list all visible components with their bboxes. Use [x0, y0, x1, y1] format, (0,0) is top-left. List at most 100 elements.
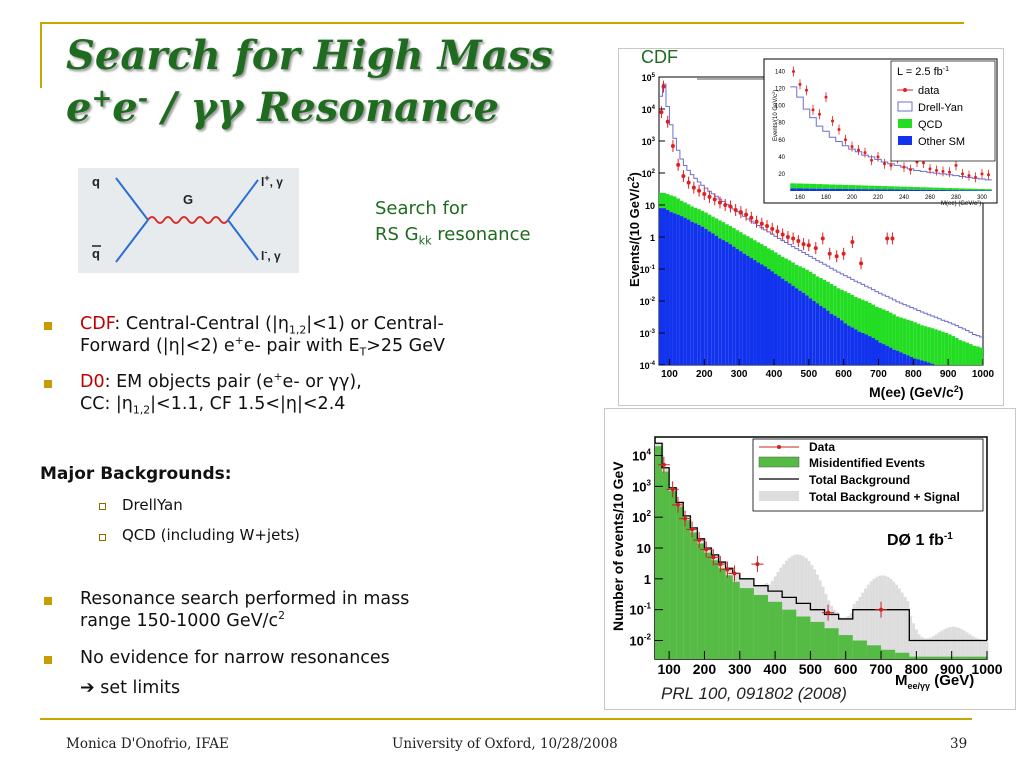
legend-qcd-label: QCD — [918, 119, 943, 131]
inset-data-point — [818, 112, 821, 116]
d0-misid-bar — [923, 656, 938, 659]
d0-data-point — [826, 610, 831, 615]
d0-signal-bar — [931, 636, 935, 659]
d0-misid-bar — [753, 594, 769, 659]
d0-signal-bar — [951, 626, 955, 659]
cdf-othersm-bar — [906, 355, 910, 365]
cdf-othersm-bar — [871, 337, 875, 365]
cdf-experiment-label: CDF — [641, 49, 678, 67]
bullet-resonance: Resonance search performed in mass range… — [80, 588, 560, 632]
d0-signal-bar — [943, 629, 947, 659]
cdf-othersm-bar — [875, 340, 879, 365]
cdf-othersm-bar — [711, 233, 715, 365]
cdf-y-tick-label: 10-4 — [640, 361, 656, 371]
cdf-qcd-bar — [976, 346, 980, 365]
inset-qcd-bar — [803, 183, 810, 189]
inset-othersm-bar — [913, 189, 921, 191]
inset-data-point — [954, 163, 958, 167]
d0-misid-bar — [895, 652, 910, 659]
d0-misid-bar — [937, 656, 952, 659]
legend-data-label: data — [918, 85, 940, 97]
cdf-othersm-bar — [707, 231, 712, 365]
inset-x-tick-label: 280 — [951, 195, 962, 201]
inset-qcd-bar — [920, 187, 927, 190]
cdf-data-point — [759, 221, 764, 226]
cdf-qcd-bar — [868, 302, 872, 337]
inset-data-point — [831, 119, 834, 123]
inset-qcd-bar — [907, 186, 914, 190]
page-number: 39 — [950, 736, 968, 752]
d0-x-tick-label: 200 — [693, 661, 717, 677]
cdf-data-point — [665, 119, 670, 124]
search-label-line1: Search for — [375, 198, 468, 219]
inset-y-tick-label: 20 — [778, 172, 785, 178]
cdf-qcd-bar — [714, 218, 719, 236]
inset-data-point — [889, 163, 893, 167]
cdf-qcd-bar — [881, 309, 886, 345]
cdf-othersm-bar — [909, 356, 914, 365]
d0-signal-bar — [861, 592, 865, 659]
cdf-othersm-bar — [770, 271, 774, 365]
cdf-y-tick-label: 10 — [645, 201, 655, 211]
inset-othersm-bar — [842, 188, 849, 191]
lepton-bottom-label: l-, γ — [261, 247, 281, 263]
cdf-othersm-bar — [773, 273, 778, 365]
inset-x-tick-label: 160 — [795, 195, 806, 201]
title-line-1: Search for High Mass — [66, 32, 553, 79]
cdf-othersm-bar — [801, 292, 806, 365]
cdf-qcd-bar — [794, 264, 799, 289]
footer-venue: University of Oxford, 10/28/2008 — [392, 736, 618, 752]
cdf-qcd-bar — [718, 220, 722, 239]
cdf-y-ticks: 105 104 103 102 10-1 10-2 10-3 10-4 10 1 — [640, 73, 665, 371]
cdf-qcd-bar — [962, 341, 966, 365]
cdf-data-point — [796, 238, 801, 243]
cdf-data-point — [785, 235, 790, 239]
d0-signal-bar — [824, 593, 828, 659]
cdf-data-point — [686, 180, 691, 185]
cdf-qcd-bar — [955, 337, 959, 365]
d0-data-point — [732, 571, 737, 576]
bullet-d0: D0: EM objects pair (e+e- or γγ), CC: |η… — [80, 371, 560, 415]
no-evidence-text: No evidence for narrow resonances — [80, 648, 390, 668]
cdf-data-point — [681, 174, 686, 179]
d0-misid-bar — [768, 601, 783, 659]
cdf-qcd-bar — [944, 333, 949, 365]
d0-x-tick-label: 600 — [834, 661, 858, 677]
d0-signal-bar — [897, 588, 901, 659]
cdf-qcd-bar — [707, 214, 712, 232]
d0-legend-signal-swatch — [759, 491, 799, 501]
inset-data-point — [941, 169, 945, 173]
inset-othersm-bar — [939, 190, 947, 191]
cdf-data-point — [661, 84, 666, 89]
cdf-qcd-bar — [871, 304, 875, 338]
bullet-d0-line1: D0: EM objects pair (e+e- or γγ), — [80, 370, 362, 392]
quark-line-bottom — [115, 219, 149, 263]
footer-author: Monica D'Onofrio, IFAE — [66, 736, 229, 752]
d0-misid-bar — [669, 491, 677, 659]
cdf-data-point — [728, 204, 733, 209]
d0-signal-bar — [926, 638, 930, 659]
cdf-qcd-bar — [756, 242, 761, 263]
bullet-cdf: CDF: Central-Central (|η1,2|<1) or Centr… — [80, 313, 560, 357]
cdf-qcd-bar — [923, 326, 928, 362]
cdf-othersm-bar — [805, 295, 809, 365]
cdf-qcd-bar — [760, 244, 764, 265]
cdf-data-point — [723, 203, 728, 207]
cdf-qcd-bar — [875, 306, 879, 341]
inset-qcd-bar — [809, 183, 817, 189]
cdf-othersm-bar — [829, 313, 834, 365]
d0-signal-bar — [813, 569, 817, 659]
cdf-data-point — [691, 185, 696, 190]
inset-othersm-bar — [874, 189, 882, 191]
cdf-qcd-bar — [721, 222, 726, 241]
cdf-qcd-bar — [920, 325, 924, 361]
d0-data-point — [711, 555, 716, 560]
d0-signal-bar — [881, 575, 884, 659]
cdf-othersm-bar — [815, 303, 820, 365]
inset-y-tick-label: 40 — [778, 155, 785, 161]
cdf-othersm-bar — [920, 360, 924, 365]
cdf-qcd-bar — [864, 301, 869, 335]
d0-misid-bar — [782, 609, 797, 659]
sub-bullet-marker-2 — [99, 534, 106, 541]
inset-data-point — [902, 165, 906, 169]
